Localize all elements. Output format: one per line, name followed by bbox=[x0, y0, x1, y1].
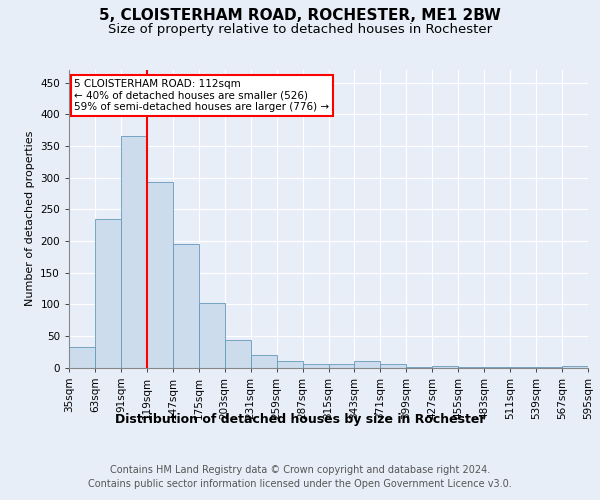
Y-axis label: Number of detached properties: Number of detached properties bbox=[25, 131, 35, 306]
Bar bbox=[147, 182, 173, 368]
Text: Distribution of detached houses by size in Rochester: Distribution of detached houses by size … bbox=[115, 412, 485, 426]
Text: 5, CLOISTERHAM ROAD, ROCHESTER, ME1 2BW: 5, CLOISTERHAM ROAD, ROCHESTER, ME1 2BW bbox=[99, 8, 501, 22]
Bar bbox=[199, 303, 224, 368]
Bar bbox=[510, 367, 536, 368]
Bar bbox=[484, 367, 510, 368]
Bar bbox=[458, 367, 484, 368]
Bar bbox=[225, 340, 251, 367]
Bar bbox=[536, 367, 562, 368]
Bar bbox=[406, 367, 432, 368]
Bar bbox=[380, 364, 406, 368]
Bar bbox=[69, 346, 95, 368]
Bar bbox=[121, 136, 147, 368]
Bar bbox=[173, 244, 199, 368]
Bar bbox=[302, 364, 329, 368]
Bar bbox=[251, 356, 277, 368]
Text: Contains HM Land Registry data © Crown copyright and database right 2024.
Contai: Contains HM Land Registry data © Crown c… bbox=[88, 465, 512, 489]
Bar bbox=[95, 220, 121, 368]
Text: 5 CLOISTERHAM ROAD: 112sqm
← 40% of detached houses are smaller (526)
59% of sem: 5 CLOISTERHAM ROAD: 112sqm ← 40% of deta… bbox=[74, 79, 329, 112]
Bar bbox=[329, 364, 355, 368]
Bar bbox=[562, 366, 588, 368]
Bar bbox=[355, 361, 380, 368]
Bar bbox=[277, 360, 302, 368]
Bar bbox=[433, 366, 458, 368]
Text: Size of property relative to detached houses in Rochester: Size of property relative to detached ho… bbox=[108, 22, 492, 36]
